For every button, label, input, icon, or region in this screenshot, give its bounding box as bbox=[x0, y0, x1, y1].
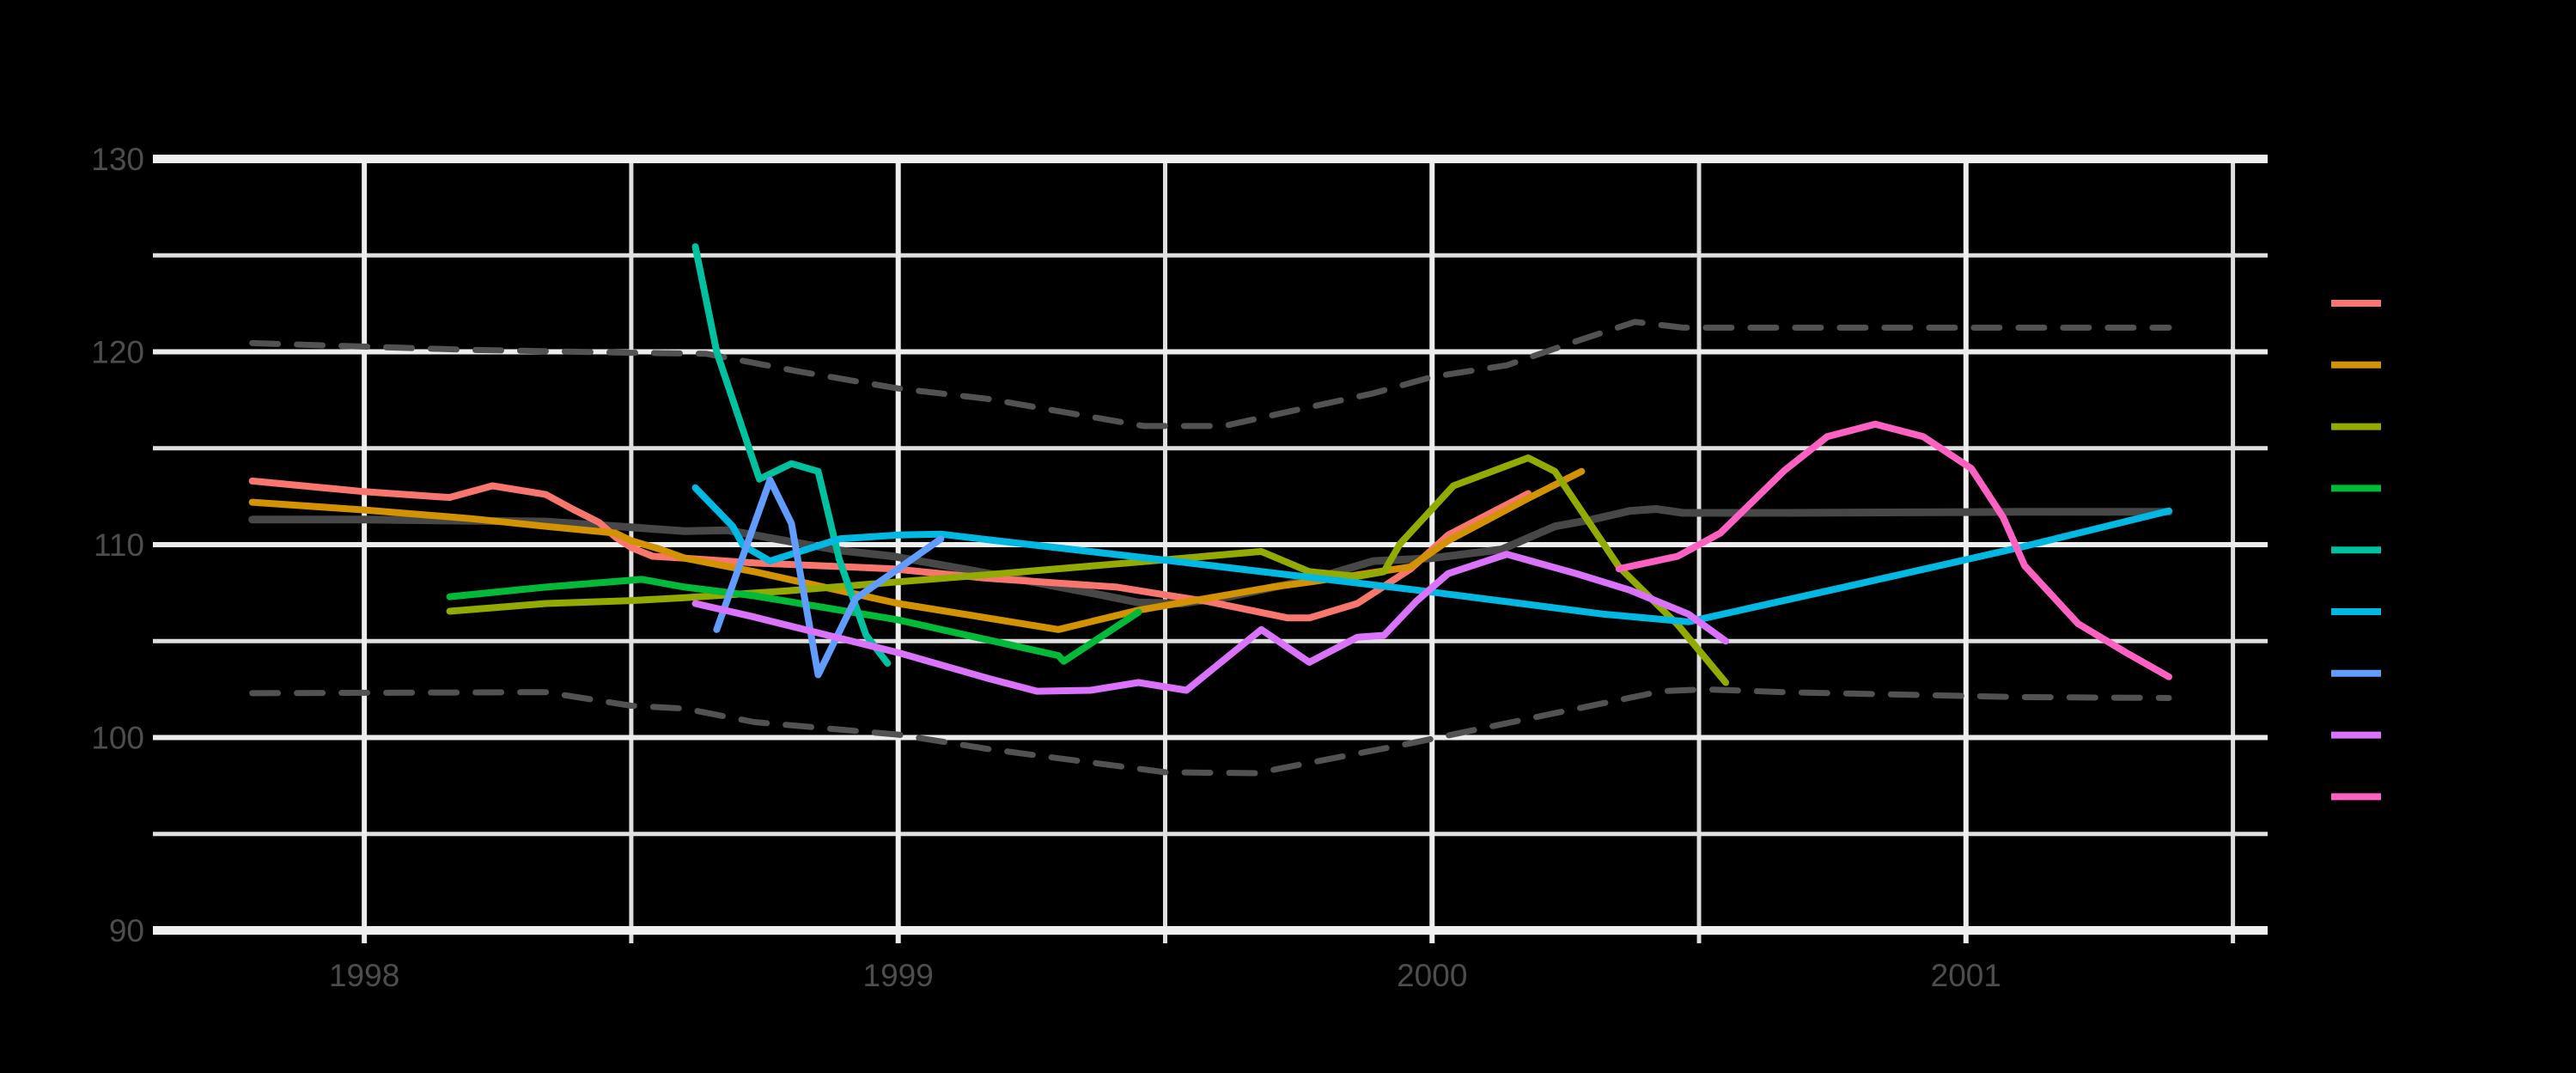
y-tick-label: 100 bbox=[91, 721, 144, 756]
series-line-series-7 bbox=[713, 476, 945, 679]
x-tick-label: 1998 bbox=[329, 958, 399, 993]
series-line-series-9 bbox=[1615, 420, 2172, 680]
x-tick-label: 1999 bbox=[863, 958, 934, 993]
y-tick-label: 110 bbox=[94, 527, 144, 563]
series-line-series-1 bbox=[248, 477, 1532, 622]
x-tick-label: 2001 bbox=[1931, 958, 2001, 993]
x-tick-label: 2000 bbox=[1397, 958, 1467, 993]
y-tick-label: 130 bbox=[91, 142, 144, 177]
series-line-series-5 bbox=[691, 243, 892, 668]
y-tick-label: 120 bbox=[91, 335, 144, 370]
series-line-series-3 bbox=[446, 454, 1730, 686]
series-line-lower-bound bbox=[249, 686, 2172, 777]
series-line-series-6 bbox=[691, 484, 2172, 625]
series-line-series-8 bbox=[691, 551, 1730, 695]
series-line-series-4 bbox=[446, 576, 1142, 665]
series-line-upper-bound bbox=[249, 319, 2172, 430]
y-tick-label: 90 bbox=[109, 913, 144, 948]
